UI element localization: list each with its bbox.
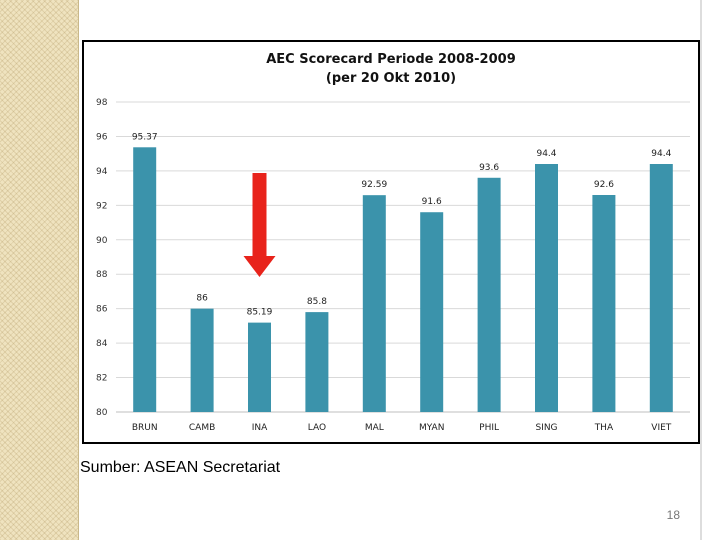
bar-lao [305, 312, 329, 412]
y-tick-label-86: 86 [96, 305, 108, 315]
data-label-camb: 86 [196, 294, 208, 304]
slide-edge-line [700, 0, 702, 540]
bar-sing [535, 164, 558, 412]
data-label-sing: 94.4 [536, 149, 556, 159]
data-label-viet: 94.4 [651, 149, 671, 159]
x-tick-label-viet: VIET [651, 423, 671, 433]
x-tick-label-lao: LAO [308, 423, 326, 433]
x-tick-label-sing: SING [535, 423, 557, 433]
bar-mal [362, 195, 386, 412]
bar-brun [133, 147, 157, 412]
bar-phil [477, 177, 501, 412]
x-tick-label-myan: MYAN [419, 423, 444, 433]
bar-viet [649, 164, 673, 412]
x-tick-label-camb: CAMB [189, 423, 215, 433]
y-tick-label-82: 82 [96, 374, 107, 384]
bar-chart-plot: 80 82 84 86 88 90 92 94 96 98 95.37 BRUN 86 CAMB 85.19… [96, 98, 690, 433]
data-label-tha: 92.6 [594, 180, 614, 190]
bar-tha [592, 195, 616, 412]
y-tick-label-96: 96 [96, 132, 108, 142]
bar-ina [248, 322, 271, 412]
decorative-side-strip [0, 0, 79, 540]
y-tick-label-84: 84 [96, 339, 108, 349]
data-label-lao: 85.8 [307, 297, 327, 307]
bar-camb [190, 308, 214, 412]
y-tick-label-98: 98 [96, 98, 108, 108]
x-tick-label-ina: INA [252, 423, 268, 433]
chart-frame: AEC Scorecard Periode 2008-2009 (per 20 … [82, 40, 700, 444]
data-label-myan: 91.6 [422, 197, 442, 207]
data-label-ina: 85.19 [247, 308, 273, 318]
x-tick-label-brun: BRUN [132, 423, 158, 433]
data-label-mal: 92.59 [361, 180, 387, 190]
x-tick-label-tha: THA [594, 423, 614, 433]
y-tick-label-94: 94 [96, 167, 108, 177]
data-label-phil: 93.6 [479, 163, 499, 173]
bar-myan [420, 212, 444, 412]
y-tick-label-90: 90 [96, 236, 108, 246]
highlight-arrow-icon [243, 173, 276, 277]
y-tick-label-92: 92 [96, 201, 107, 211]
source-caption: Sumber: ASEAN Secretariat [80, 459, 281, 476]
chart-subtitle: (per 20 Okt 2010) [325, 71, 457, 86]
page-number: 18 [666, 508, 680, 522]
x-tick-label-phil: PHIL [479, 423, 499, 433]
x-tick-label-mal: MAL [365, 423, 384, 433]
data-label-brun: 95.37 [132, 132, 158, 142]
chart-title: AEC Scorecard Periode 2008-2009 [266, 52, 516, 67]
y-tick-label-80: 80 [96, 408, 108, 418]
y-tick-label-88: 88 [96, 270, 108, 280]
